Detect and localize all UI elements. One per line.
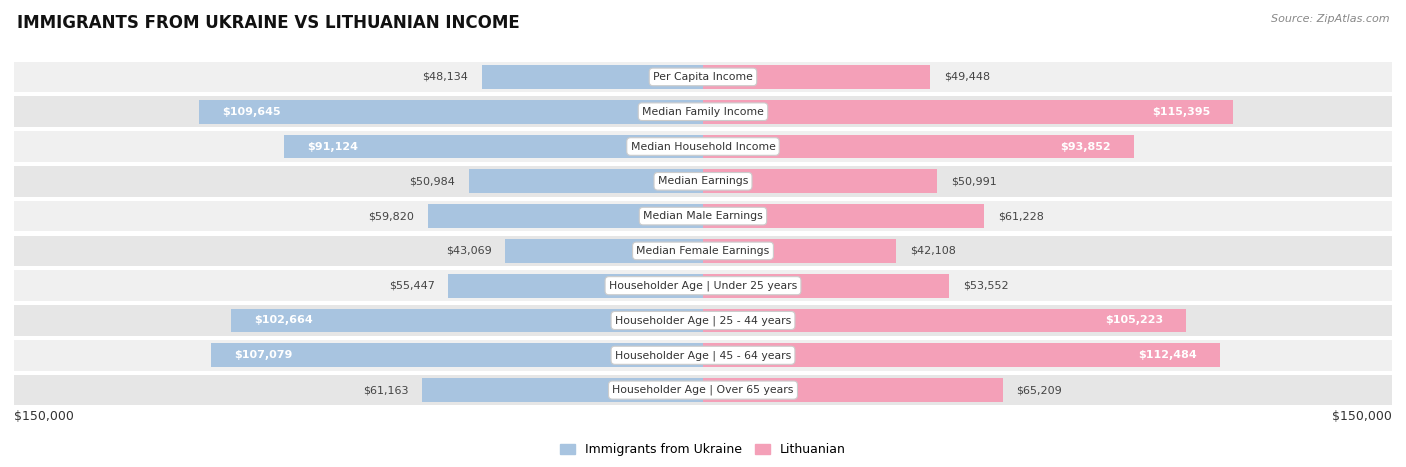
Bar	[422, 378, 703, 402]
Bar	[14, 340, 1392, 371]
Text: Median Household Income: Median Household Income	[630, 142, 776, 151]
Bar	[14, 235, 1392, 266]
Bar	[449, 274, 703, 297]
Text: Median Earnings: Median Earnings	[658, 177, 748, 186]
Bar	[703, 170, 938, 193]
Legend: Immigrants from Ukraine, Lithuanian: Immigrants from Ukraine, Lithuanian	[555, 439, 851, 461]
Text: Householder Age | 45 - 64 years: Householder Age | 45 - 64 years	[614, 350, 792, 361]
Text: $55,447: $55,447	[388, 281, 434, 290]
Text: $53,552: $53,552	[963, 281, 1008, 290]
Text: $48,134: $48,134	[422, 72, 468, 82]
Text: $49,448: $49,448	[943, 72, 990, 82]
Text: $93,852: $93,852	[1060, 142, 1111, 151]
Text: Householder Age | 25 - 44 years: Householder Age | 25 - 44 years	[614, 315, 792, 326]
Bar	[482, 65, 703, 89]
Text: $50,991: $50,991	[950, 177, 997, 186]
Text: $61,163: $61,163	[363, 385, 408, 395]
Bar	[703, 309, 1187, 333]
Bar	[14, 305, 1392, 336]
Text: $107,079: $107,079	[235, 350, 292, 360]
Text: $105,223: $105,223	[1105, 316, 1163, 325]
Text: $59,820: $59,820	[368, 211, 415, 221]
Text: $43,069: $43,069	[446, 246, 492, 256]
Text: $112,484: $112,484	[1137, 350, 1197, 360]
Text: Householder Age | Over 65 years: Householder Age | Over 65 years	[612, 385, 794, 396]
Bar	[703, 65, 931, 89]
Text: Median Family Income: Median Family Income	[643, 107, 763, 117]
Bar	[703, 134, 1135, 158]
Bar	[14, 270, 1392, 301]
Bar	[14, 62, 1392, 92]
Bar	[200, 100, 703, 124]
Bar	[703, 239, 897, 263]
Bar	[703, 100, 1233, 124]
Text: $150,000: $150,000	[14, 410, 75, 423]
Bar	[211, 343, 703, 367]
Text: $150,000: $150,000	[1331, 410, 1392, 423]
Text: $109,645: $109,645	[222, 107, 281, 117]
Bar	[284, 134, 703, 158]
Bar	[14, 96, 1392, 127]
Bar	[429, 204, 703, 228]
Bar	[14, 131, 1392, 162]
Text: Median Male Earnings: Median Male Earnings	[643, 211, 763, 221]
Text: $61,228: $61,228	[998, 211, 1043, 221]
Text: $65,209: $65,209	[1017, 385, 1062, 395]
Text: IMMIGRANTS FROM UKRAINE VS LITHUANIAN INCOME: IMMIGRANTS FROM UKRAINE VS LITHUANIAN IN…	[17, 14, 520, 32]
Bar	[14, 166, 1392, 197]
Bar	[14, 375, 1392, 405]
Bar	[703, 343, 1219, 367]
Bar	[232, 309, 703, 333]
Bar	[703, 204, 984, 228]
Text: Householder Age | Under 25 years: Householder Age | Under 25 years	[609, 281, 797, 291]
Bar	[14, 201, 1392, 232]
Text: $102,664: $102,664	[254, 316, 314, 325]
Bar	[505, 239, 703, 263]
Text: $50,984: $50,984	[409, 177, 456, 186]
Bar	[703, 274, 949, 297]
Bar	[703, 378, 1002, 402]
Text: Per Capita Income: Per Capita Income	[652, 72, 754, 82]
Text: $42,108: $42,108	[910, 246, 956, 256]
Text: Median Female Earnings: Median Female Earnings	[637, 246, 769, 256]
Text: $91,124: $91,124	[308, 142, 359, 151]
Text: $115,395: $115,395	[1152, 107, 1211, 117]
Text: Source: ZipAtlas.com: Source: ZipAtlas.com	[1271, 14, 1389, 24]
Bar	[468, 170, 703, 193]
